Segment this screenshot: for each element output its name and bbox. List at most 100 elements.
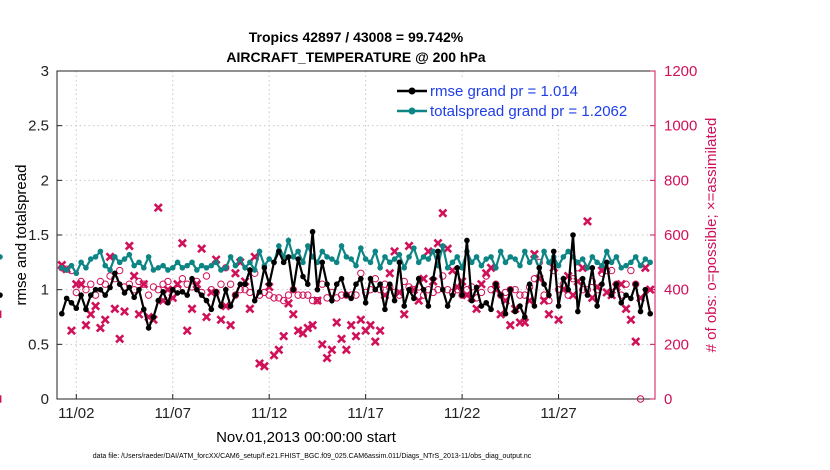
rmse-point bbox=[232, 292, 239, 298]
obs-assimilated-point bbox=[139, 279, 149, 289]
rmse-point bbox=[261, 265, 268, 271]
rmse-point bbox=[546, 292, 552, 298]
rmse-point bbox=[68, 299, 75, 306]
totalspread-point bbox=[440, 243, 446, 249]
obs-assimilated-point bbox=[327, 345, 337, 355]
x-axis-label: Nov.01,2013 00:00:00 start bbox=[216, 429, 397, 446]
chart-subtitle: AIRCRAFT_TEMPERATURE @ 200 hPa bbox=[226, 49, 485, 65]
obs-assimilated-point bbox=[245, 304, 255, 314]
obs-assimilated-point bbox=[370, 337, 380, 347]
obs-x-stroke bbox=[582, 216, 593, 226]
obs-assimilated-point bbox=[115, 334, 125, 344]
rmse-point bbox=[131, 294, 137, 301]
obs-assimilated-point bbox=[153, 203, 163, 213]
rmse-point bbox=[517, 303, 523, 309]
obs-x-stroke bbox=[110, 304, 120, 314]
totalspread-point bbox=[521, 248, 528, 255]
obs-assimilated-point bbox=[100, 315, 110, 325]
obs-x-stroke bbox=[375, 326, 385, 336]
y-tick-label: 0.5 bbox=[28, 336, 49, 353]
rmse-point bbox=[112, 270, 118, 277]
obs-x-stroke bbox=[129, 271, 139, 281]
totalspread-point bbox=[358, 245, 364, 251]
rmse-point bbox=[440, 286, 446, 293]
rmse-point bbox=[628, 295, 634, 302]
rmse-point bbox=[579, 275, 586, 282]
rmse-point bbox=[589, 265, 596, 271]
rmse-point bbox=[165, 299, 171, 306]
y-tick-label: 1.5 bbox=[28, 227, 49, 244]
obs-x-stroke bbox=[385, 268, 395, 278]
obs-x-stroke bbox=[66, 326, 76, 336]
rmse-point bbox=[290, 286, 297, 293]
obs-x-stroke bbox=[115, 334, 125, 344]
totalspread-point bbox=[565, 248, 571, 255]
totalspread-point bbox=[285, 237, 292, 244]
obs-assimilated-point bbox=[554, 315, 564, 325]
totalspread-point bbox=[121, 256, 128, 262]
rmse-point bbox=[59, 310, 65, 317]
rmse-point bbox=[377, 281, 383, 288]
obs-assimilated-point bbox=[505, 320, 515, 330]
rmse-point bbox=[584, 292, 591, 298]
totalspread-point bbox=[377, 265, 383, 271]
obs-assimilated-point bbox=[288, 309, 298, 319]
totalspread-point bbox=[112, 254, 118, 260]
totalspread-point bbox=[218, 267, 224, 273]
totalspread-point bbox=[483, 256, 490, 262]
obs-assimilated-point bbox=[187, 304, 197, 314]
obs-x-stroke bbox=[182, 326, 192, 336]
rmse-point bbox=[208, 306, 215, 313]
obs-assimilated-point bbox=[332, 317, 342, 327]
obs-possible-point bbox=[140, 280, 148, 288]
obs-x-stroke bbox=[322, 353, 332, 363]
legend-spread-label: totalspread grand pr = 1.2062 bbox=[430, 103, 627, 120]
totalspread-point bbox=[276, 243, 282, 249]
rmse-point bbox=[386, 281, 393, 288]
obs-x-stroke bbox=[399, 309, 409, 319]
obs-assimilated-point bbox=[81, 320, 91, 330]
obs-assimilated-point bbox=[626, 315, 636, 325]
obs-assimilated-point bbox=[255, 358, 265, 368]
rmse-point bbox=[329, 297, 335, 304]
obs-x-stroke bbox=[443, 244, 453, 254]
totalspread-point bbox=[251, 267, 258, 273]
obs-assimilated-point bbox=[356, 315, 366, 325]
totalspread-point bbox=[145, 254, 152, 260]
rmse-point bbox=[637, 308, 644, 315]
rmse-point bbox=[324, 281, 330, 288]
legend-rmse-label: rmse grand pr = 1.014 bbox=[430, 83, 578, 100]
obs-assimilated-point bbox=[539, 296, 549, 306]
totalspread-point bbox=[237, 256, 244, 262]
totalspread-point bbox=[141, 265, 147, 271]
rmse-point bbox=[222, 286, 229, 293]
rmse-point bbox=[295, 256, 301, 262]
totalspread-point bbox=[324, 254, 330, 260]
legend: rmse grand pr = 1.014 totalspread grand … bbox=[392, 80, 650, 124]
rmse-point bbox=[430, 275, 436, 282]
obs-assimilated-point bbox=[279, 331, 289, 341]
totalspread-point bbox=[304, 243, 311, 249]
totalspread-point bbox=[87, 256, 94, 262]
obs-x-stroke bbox=[105, 252, 115, 262]
obs-assimilated-point bbox=[496, 309, 506, 319]
totalspread-point bbox=[256, 248, 263, 255]
rmse-point bbox=[565, 286, 571, 293]
y-tick-label-right: 1000 bbox=[664, 118, 697, 135]
totalspread-point bbox=[642, 256, 649, 262]
obs-assimilated-point bbox=[105, 252, 115, 262]
rmse-point bbox=[280, 259, 287, 266]
totalspread-point bbox=[618, 265, 625, 271]
obs-assimilated-point bbox=[544, 309, 554, 319]
obs-x-stroke bbox=[221, 301, 231, 311]
obs-possible-point bbox=[226, 280, 235, 288]
obs-x-stroke bbox=[568, 290, 578, 300]
rmse-point bbox=[126, 284, 133, 291]
obs-possible-point bbox=[115, 266, 124, 275]
obs-assimilated-point bbox=[317, 339, 327, 349]
rmse-point bbox=[420, 286, 427, 293]
obs-x-stroke bbox=[621, 304, 631, 314]
rmse-point bbox=[464, 237, 470, 244]
obs-x-stroke bbox=[187, 304, 197, 314]
obs-possible-point bbox=[72, 288, 80, 297]
